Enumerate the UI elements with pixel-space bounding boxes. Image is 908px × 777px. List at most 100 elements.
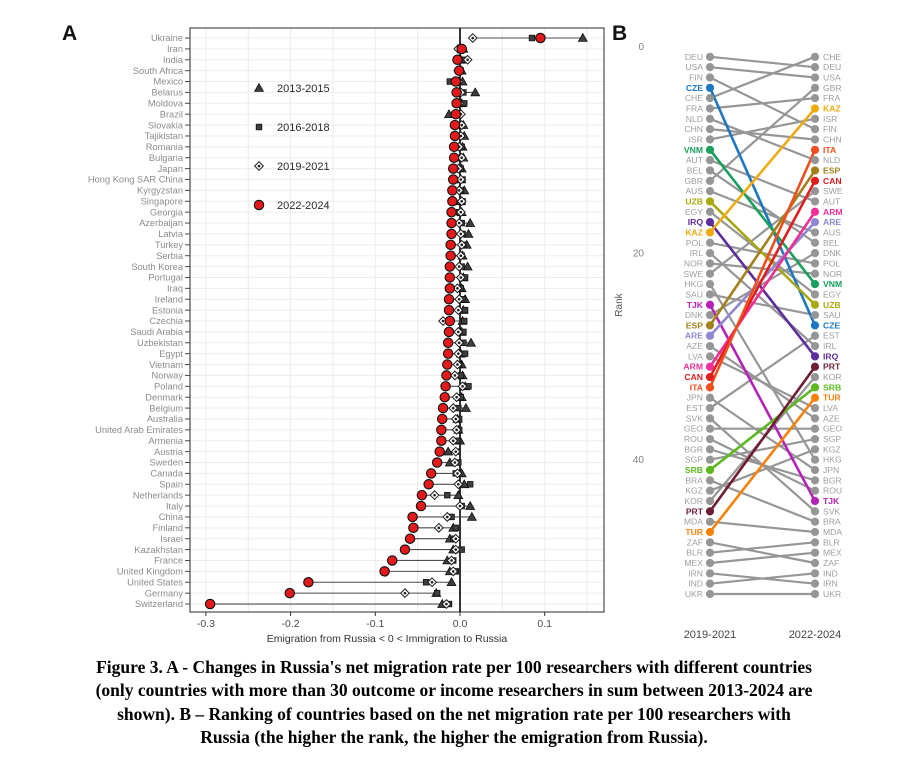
right-dot: [810, 548, 820, 557]
marker-circle-2022-2024: [443, 293, 455, 305]
right-dot: [810, 465, 820, 475]
country-label: Austria: [154, 447, 184, 457]
right-country-code: NOR: [823, 269, 842, 279]
slope-line: [708, 148, 817, 389]
right-dot: [810, 197, 820, 206]
right-country-code: GBR: [823, 83, 842, 93]
marker-square-2016-2018: [444, 491, 451, 499]
marker-diamond-dot: [460, 199, 463, 203]
marker-circle-2022-2024: [445, 250, 456, 261]
slope-line: [708, 448, 817, 492]
right-country-code: KAZ: [823, 103, 841, 113]
right-dot: [810, 52, 820, 61]
left-dot: [705, 362, 715, 371]
marker-diamond-dot: [461, 385, 464, 388]
marker-diamond-dot: [450, 559, 453, 562]
country-label: United Arab Emirates: [95, 425, 183, 435]
country-label: Egypt: [159, 349, 183, 359]
slope-line: [708, 551, 817, 565]
country-label: France: [154, 556, 183, 566]
marker-triangle-2013-2015: [453, 489, 464, 499]
slope-line: [708, 396, 817, 534]
marker-circle-2022-2024: [448, 152, 460, 163]
slope-line: [708, 365, 817, 513]
left-dot: [705, 445, 715, 454]
marker-diamond-dot: [460, 243, 463, 247]
left-dot: [705, 352, 715, 361]
marker-circle-2022-2024: [535, 32, 546, 44]
marker-circle-2022-2024: [446, 206, 457, 218]
marker-diamond-dot: [455, 428, 458, 432]
left-dot: [705, 589, 715, 599]
left-dot: [705, 135, 715, 144]
right-country-code: SRB: [823, 382, 841, 392]
slope-line: [708, 252, 817, 348]
country-label: Sweden: [149, 458, 183, 468]
left-dot: [705, 176, 715, 185]
slope-line: [708, 210, 817, 369]
left-country-code: SGP: [685, 455, 703, 465]
marker-triangle-2013-2015: [466, 511, 477, 521]
right-dot: [810, 290, 820, 299]
marker-diamond-dot: [457, 482, 460, 486]
marker-circle-2022-2024: [253, 199, 265, 211]
left-country-code: IRN: [688, 568, 703, 578]
marker-circle-2022-2024: [447, 163, 459, 174]
marker-square-2016-2018: [466, 481, 474, 488]
country-label: Denmark: [145, 392, 183, 402]
right-dot: [810, 455, 820, 464]
caption-line: (only countries with more than 30 outcom…: [95, 680, 813, 701]
marker-diamond-dot: [457, 189, 461, 192]
right-dot: [810, 372, 820, 382]
left-dot: [705, 434, 715, 444]
right-dot: [810, 114, 820, 123]
left-country-code: AZE: [686, 341, 703, 351]
right-dot: [810, 341, 820, 351]
right-dot: [810, 228, 820, 237]
right-dot: [810, 331, 820, 340]
marker-diamond-dot: [454, 450, 458, 453]
marker-circle-2022-2024: [284, 587, 296, 599]
country-label: Hong Kong SAR China: [88, 175, 184, 185]
left-country-code: SWE: [683, 269, 703, 279]
figure-caption: Figure 3. A - Changes in Russia's net mi…: [0, 656, 908, 749]
right-country-code: BRA: [823, 517, 841, 527]
slope-line: [708, 97, 817, 110]
right-dot: [810, 279, 820, 289]
country-label: Portugal: [148, 273, 183, 283]
marker-diamond-dot: [453, 461, 457, 464]
country-label: Belgium: [149, 403, 183, 413]
right-country-code: EGY: [823, 289, 841, 299]
country-label: Finland: [153, 523, 184, 533]
country-label: Mexico: [154, 77, 183, 87]
country-label: Estonia: [152, 305, 184, 315]
left-country-code: DEU: [685, 52, 703, 62]
left-dot: [705, 73, 715, 82]
left-dot: [705, 94, 715, 103]
left-dot: [705, 83, 715, 92]
right-dot: [810, 362, 820, 371]
right-country-code: CZE: [823, 320, 840, 330]
slope-line: [708, 107, 817, 234]
right-country-code: ZAF: [823, 558, 839, 568]
marker-circle-2022-2024: [386, 555, 398, 566]
slope-line: [708, 541, 817, 554]
left-country-code: POL: [686, 238, 703, 248]
marker-diamond-dot: [445, 602, 448, 606]
marker-diamond-dot: [457, 308, 460, 312]
marker-circle-2022-2024: [404, 533, 416, 544]
left-dot: [705, 114, 715, 123]
slope-line: [708, 303, 817, 503]
left-dot: [705, 166, 715, 175]
marker-circle-2022-2024: [436, 413, 448, 425]
left-country-code: GEO: [684, 424, 703, 434]
marker-diamond-dot: [454, 537, 458, 541]
x-tick-label: -0.1: [366, 618, 384, 630]
right-dot: [810, 63, 820, 72]
marker-triangle-2013-2015: [462, 261, 473, 271]
marker-diamond-dot: [445, 515, 449, 519]
country-label: Israel: [160, 534, 183, 544]
country-label: Kyrgyzstan: [137, 186, 183, 196]
slope-line: [708, 55, 817, 100]
